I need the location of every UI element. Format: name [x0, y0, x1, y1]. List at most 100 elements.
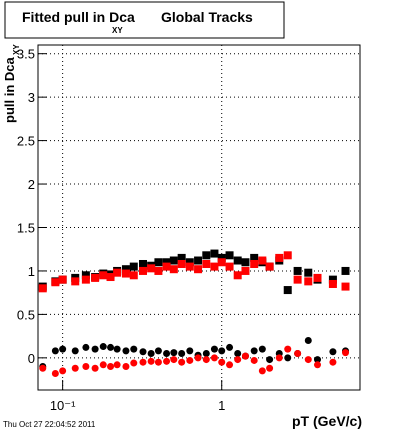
y-tick-label: 3 [28, 90, 35, 105]
chart-title-suffix: Global Tracks [161, 9, 253, 25]
point [162, 262, 171, 271]
y-tick-label: 0.5 [17, 307, 35, 322]
point [293, 275, 302, 284]
point [225, 251, 234, 260]
point [266, 356, 274, 364]
point [304, 336, 312, 344]
point [329, 358, 337, 366]
point [99, 361, 107, 369]
point [147, 264, 156, 273]
point [284, 345, 292, 353]
point [107, 363, 115, 371]
point [81, 271, 90, 280]
point [341, 266, 350, 275]
point [162, 258, 171, 267]
point [304, 356, 312, 364]
point [170, 349, 178, 357]
point [258, 256, 267, 265]
point [233, 256, 242, 265]
point [91, 364, 99, 372]
point [107, 343, 115, 351]
point [250, 347, 258, 355]
point [226, 343, 234, 351]
point [186, 347, 194, 355]
point [81, 275, 90, 284]
point [241, 258, 250, 267]
point [91, 345, 99, 353]
point [178, 358, 186, 366]
point [113, 361, 121, 369]
y-axis-label-subscript: XY [12, 44, 21, 55]
point [341, 282, 350, 291]
point [154, 266, 163, 275]
point [328, 275, 337, 284]
point [218, 347, 226, 355]
point [59, 345, 67, 353]
point [154, 358, 162, 366]
point [294, 350, 302, 358]
point [121, 269, 130, 278]
point [58, 275, 67, 284]
point [293, 266, 302, 275]
point [169, 256, 178, 265]
point [99, 271, 108, 280]
point [169, 265, 178, 274]
point [51, 347, 59, 355]
point [202, 356, 210, 364]
point [139, 259, 148, 268]
point [147, 357, 155, 365]
point [226, 361, 234, 369]
point [265, 262, 274, 271]
point [210, 249, 219, 258]
point [113, 268, 122, 277]
point [275, 354, 283, 362]
y-tick-label: 1.5 [17, 220, 35, 235]
point [147, 350, 155, 358]
point [154, 347, 162, 355]
point [71, 364, 79, 372]
point [121, 265, 130, 274]
point [106, 273, 115, 282]
point [82, 363, 90, 371]
point [130, 345, 138, 353]
point [210, 345, 218, 353]
point [250, 356, 258, 364]
point [59, 367, 67, 375]
point [113, 345, 121, 353]
point [139, 348, 147, 356]
point [178, 350, 186, 358]
point [234, 356, 242, 364]
y-tick-label: 2.5 [17, 134, 35, 149]
point [99, 343, 107, 351]
point [304, 268, 313, 277]
point [275, 253, 284, 262]
point [38, 284, 47, 293]
point [71, 277, 80, 286]
point [129, 262, 138, 271]
x-tick-label: 10⁻¹ [50, 398, 76, 413]
chart-title-subscript: XY [112, 26, 123, 35]
point [170, 356, 178, 364]
point [139, 358, 147, 366]
point [283, 286, 292, 295]
point [250, 259, 259, 268]
y-tick-label: 0 [28, 351, 35, 366]
y-tick-label: 3.5 [17, 47, 35, 62]
point [210, 262, 219, 271]
point [185, 262, 194, 271]
point [202, 259, 211, 268]
timestamp: Thu Oct 27 22:04:52 2011 [3, 420, 96, 429]
point [313, 273, 322, 282]
point [250, 253, 259, 262]
x-tick-label: 1 [218, 398, 225, 413]
point [71, 347, 79, 355]
point [234, 350, 242, 358]
y-tick-label: 2 [28, 177, 35, 192]
point [210, 354, 218, 362]
point [51, 278, 60, 287]
point [51, 369, 59, 377]
point [342, 349, 350, 357]
point [241, 352, 249, 360]
point [139, 266, 148, 275]
